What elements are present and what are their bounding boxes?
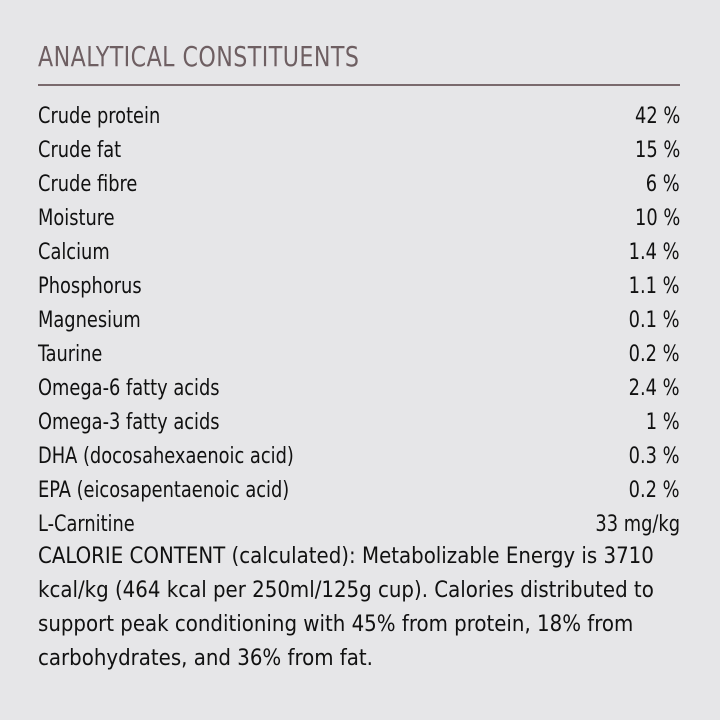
label: Crude protein [38, 104, 161, 129]
table-row: EPA (eicosapentaenoic acid) 0.2 % [38, 474, 680, 508]
value: 0.1 % [629, 308, 680, 333]
label: EPA (eicosapentaenoic acid) [38, 478, 290, 503]
table-row: Magnesium 0.1 % [38, 304, 680, 338]
value: 0.2 % [629, 342, 680, 367]
label: Calcium [38, 240, 110, 265]
table-row: Moisture 10 % [38, 202, 680, 236]
value: 0.2 % [629, 478, 680, 503]
calorie-note: CALORIE CONTENT (calculated): Metaboliza… [38, 544, 654, 671]
panel: ANALYTICAL CONSTITUENTS Crude protein 42 … [38, 40, 680, 676]
table-row: Crude protein 42 % [38, 100, 680, 134]
label: DHA (docosahexaenoic acid) [38, 444, 294, 469]
label: Omega-6 fatty acids [38, 376, 220, 401]
label: L-Carnitine [38, 512, 135, 537]
value: 1.4 % [629, 240, 680, 265]
value: 1 % [646, 410, 680, 435]
table-row: Omega-3 fatty acids 1 % [38, 406, 680, 440]
value: 15 % [634, 138, 680, 163]
value: 10 % [634, 206, 680, 231]
label: Magnesium [38, 308, 141, 333]
table-row: DHA (docosahexaenoic acid) 0.3 % [38, 440, 680, 474]
table-row: Crude fibre 6 % [38, 168, 680, 202]
value: 0.3 % [629, 444, 680, 469]
table-row: Crude fat 15 % [38, 134, 680, 168]
label: Phosphorus [38, 274, 142, 299]
value: 1.1 % [629, 274, 680, 299]
label: Crude fat [38, 138, 122, 163]
value: 6 % [646, 172, 680, 197]
table-row: Omega-6 fatty acids 2.4 % [38, 372, 680, 406]
label: Omega-3 fatty acids [38, 410, 220, 435]
label: Crude fibre [38, 172, 138, 197]
title: ANALYTICAL CONSTITUENTS [38, 40, 360, 73]
label: Moisture [38, 206, 115, 231]
value: 33 mg/kg [595, 512, 680, 537]
value: 2.4 % [629, 376, 680, 401]
table: Crude protein 42 % Crude fat 15 % Crude fibr… [38, 100, 680, 542]
table-row: Calcium 1.4 % [38, 236, 680, 270]
table-row: L-Carnitine 33 mg/kg [38, 508, 680, 542]
value: 42 % [634, 104, 680, 129]
table-row: Phosphorus 1.1 % [38, 270, 680, 304]
divider [38, 84, 680, 86]
table-row: Taurine 0.2 % [38, 338, 680, 372]
label: Taurine [38, 342, 103, 367]
